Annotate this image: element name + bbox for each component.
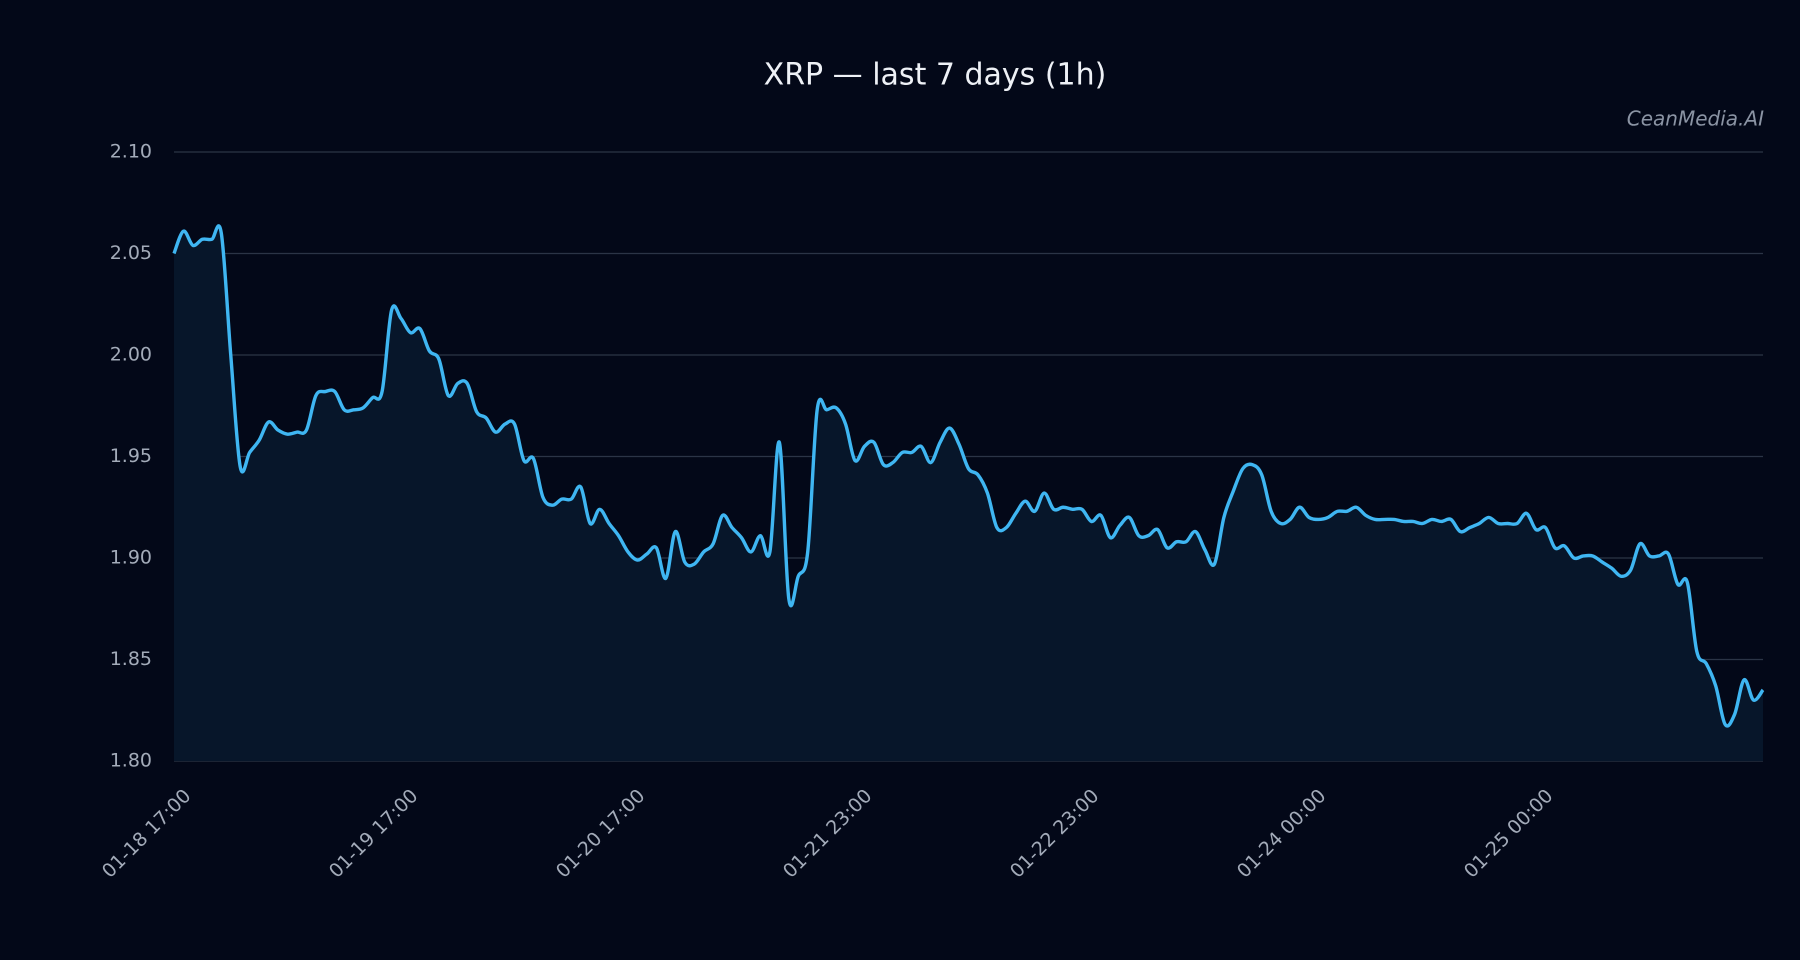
area (174, 225, 1763, 761)
y-tick-label: 1.80 (110, 750, 152, 772)
y-tick-label: 2.00 (110, 344, 152, 366)
y-tick-label: 1.95 (110, 445, 152, 467)
chart-title: XRP — last 7 days (1h) (764, 58, 1107, 93)
y-tick-label: 2.05 (110, 242, 152, 264)
y-tick-label: 2.10 (110, 141, 152, 163)
y-tick-label: 1.90 (110, 547, 152, 569)
y-tick-label: 1.85 (110, 648, 152, 670)
watermark: CeanMedia.AI (1627, 107, 1764, 131)
price-line (172, 224, 1765, 728)
